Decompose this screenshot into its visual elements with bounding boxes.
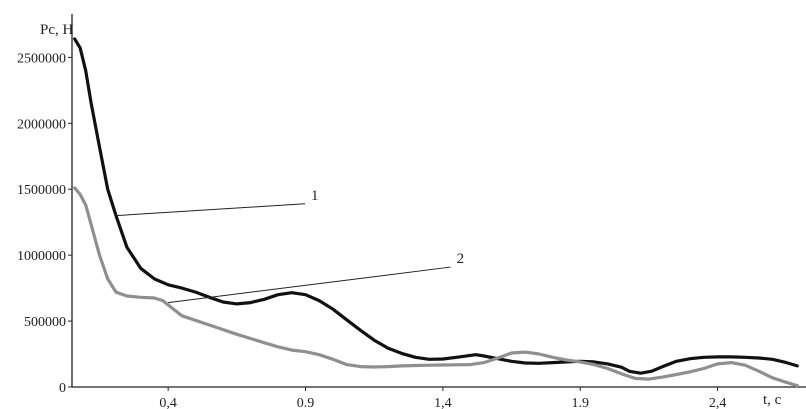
callout-leader-2 xyxy=(168,266,451,304)
series-label-1: 1 xyxy=(311,188,319,204)
y-tick-label: 2000000 xyxy=(17,117,66,132)
y-tick-label: 1000000 xyxy=(17,249,66,264)
y-axis-ticks: 0 500000 1000000 1500000 2000000 2500000 xyxy=(17,51,72,396)
series-label-2: 2 xyxy=(457,251,465,267)
y-tick-label: 1500000 xyxy=(17,183,66,198)
x-axis-label: t, c xyxy=(763,392,782,408)
x-axis-ticks: 0,4 0.9 1,4 1.9 2,4 xyxy=(159,387,726,409)
series-lines xyxy=(73,37,799,388)
y-tick-label: 2500000 xyxy=(17,51,66,66)
series-callouts: 12 xyxy=(115,188,465,304)
x-tick-label: 0,4 xyxy=(159,396,177,409)
series-line-1 xyxy=(73,37,799,375)
x-tick-label: 0.9 xyxy=(297,396,315,409)
x-tick-label: 1,4 xyxy=(434,396,452,409)
x-tick-label: 2,4 xyxy=(709,396,727,409)
y-tick-label: 500000 xyxy=(24,315,66,330)
y-tick-label: 0 xyxy=(59,381,66,396)
y-axis-label: Pc, H xyxy=(40,22,74,38)
x-tick-label: 1.9 xyxy=(571,396,589,409)
series-line-2 xyxy=(73,186,799,388)
callout-leader-1 xyxy=(115,203,306,217)
